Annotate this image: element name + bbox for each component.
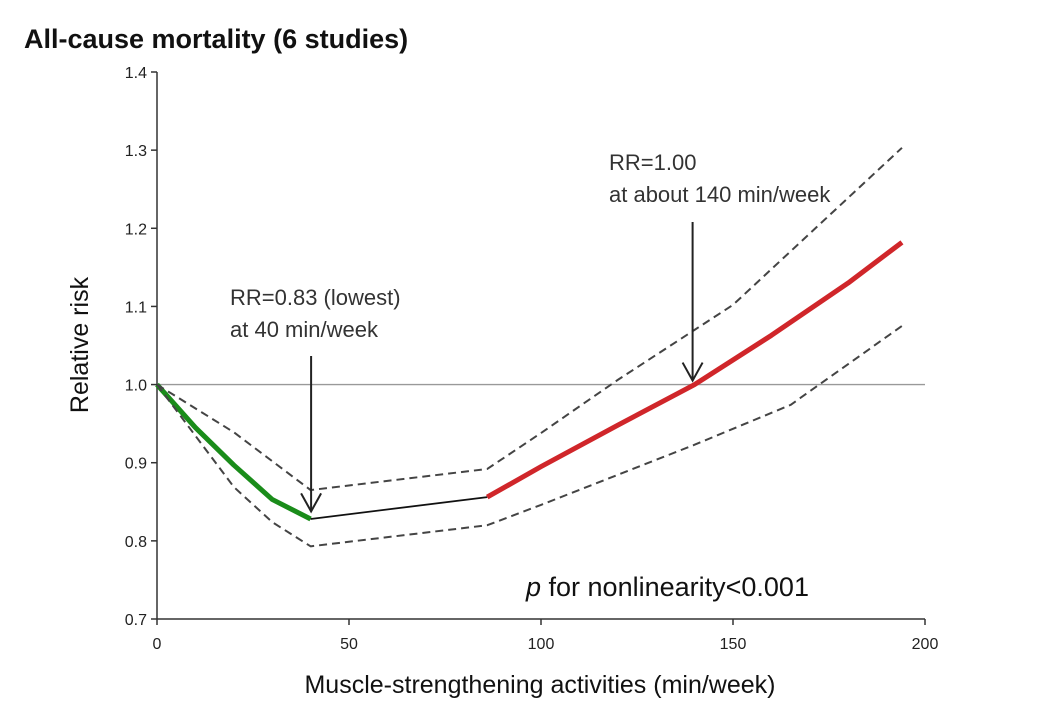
series-line-2 [486,240,904,500]
y-tick-label: 1.0 [125,378,147,395]
y-tick-label: 0.8 [125,534,147,551]
y-tick-label: 1.3 [125,143,147,160]
annotation-line2: at about 140 min/week [609,182,831,207]
x-tick-label: 0 [153,636,162,653]
p-symbol: p [525,572,541,602]
chart-title: All-cause mortality (6 studies) [24,24,408,54]
y-tick-label: 0.7 [125,612,147,629]
y-tick-label: 0.9 [125,456,147,473]
arrowhead-icon [681,362,704,383]
annotation-line2: at 40 min/week [230,317,379,342]
x-tick-label: 150 [720,636,747,653]
p-value-text: for nonlinearity<0.001 [541,572,809,602]
x-axis-label: Muscle-strengthening activities (min/wee… [304,671,775,699]
y-tick-label: 1.1 [125,299,147,316]
series-line-3 [156,147,903,492]
series-line-0 [155,382,312,522]
y-axis-label: Relative risk [66,276,94,413]
y-tick-label: 1.4 [125,65,147,82]
arrowhead-icon [300,492,322,514]
y-tick-label: 1.2 [125,221,147,238]
x-tick-label: 50 [340,636,358,653]
annotation-line1: RR=1.00 [609,150,696,175]
annotation-line1: RR=0.83 (lowest) [230,285,401,310]
p-value-annotation: p for nonlinearity<0.001 [525,572,809,602]
series-line-1 [310,496,488,520]
x-tick-label: 100 [528,636,555,653]
x-tick-label: 200 [912,636,939,653]
series-line-4 [156,325,903,548]
